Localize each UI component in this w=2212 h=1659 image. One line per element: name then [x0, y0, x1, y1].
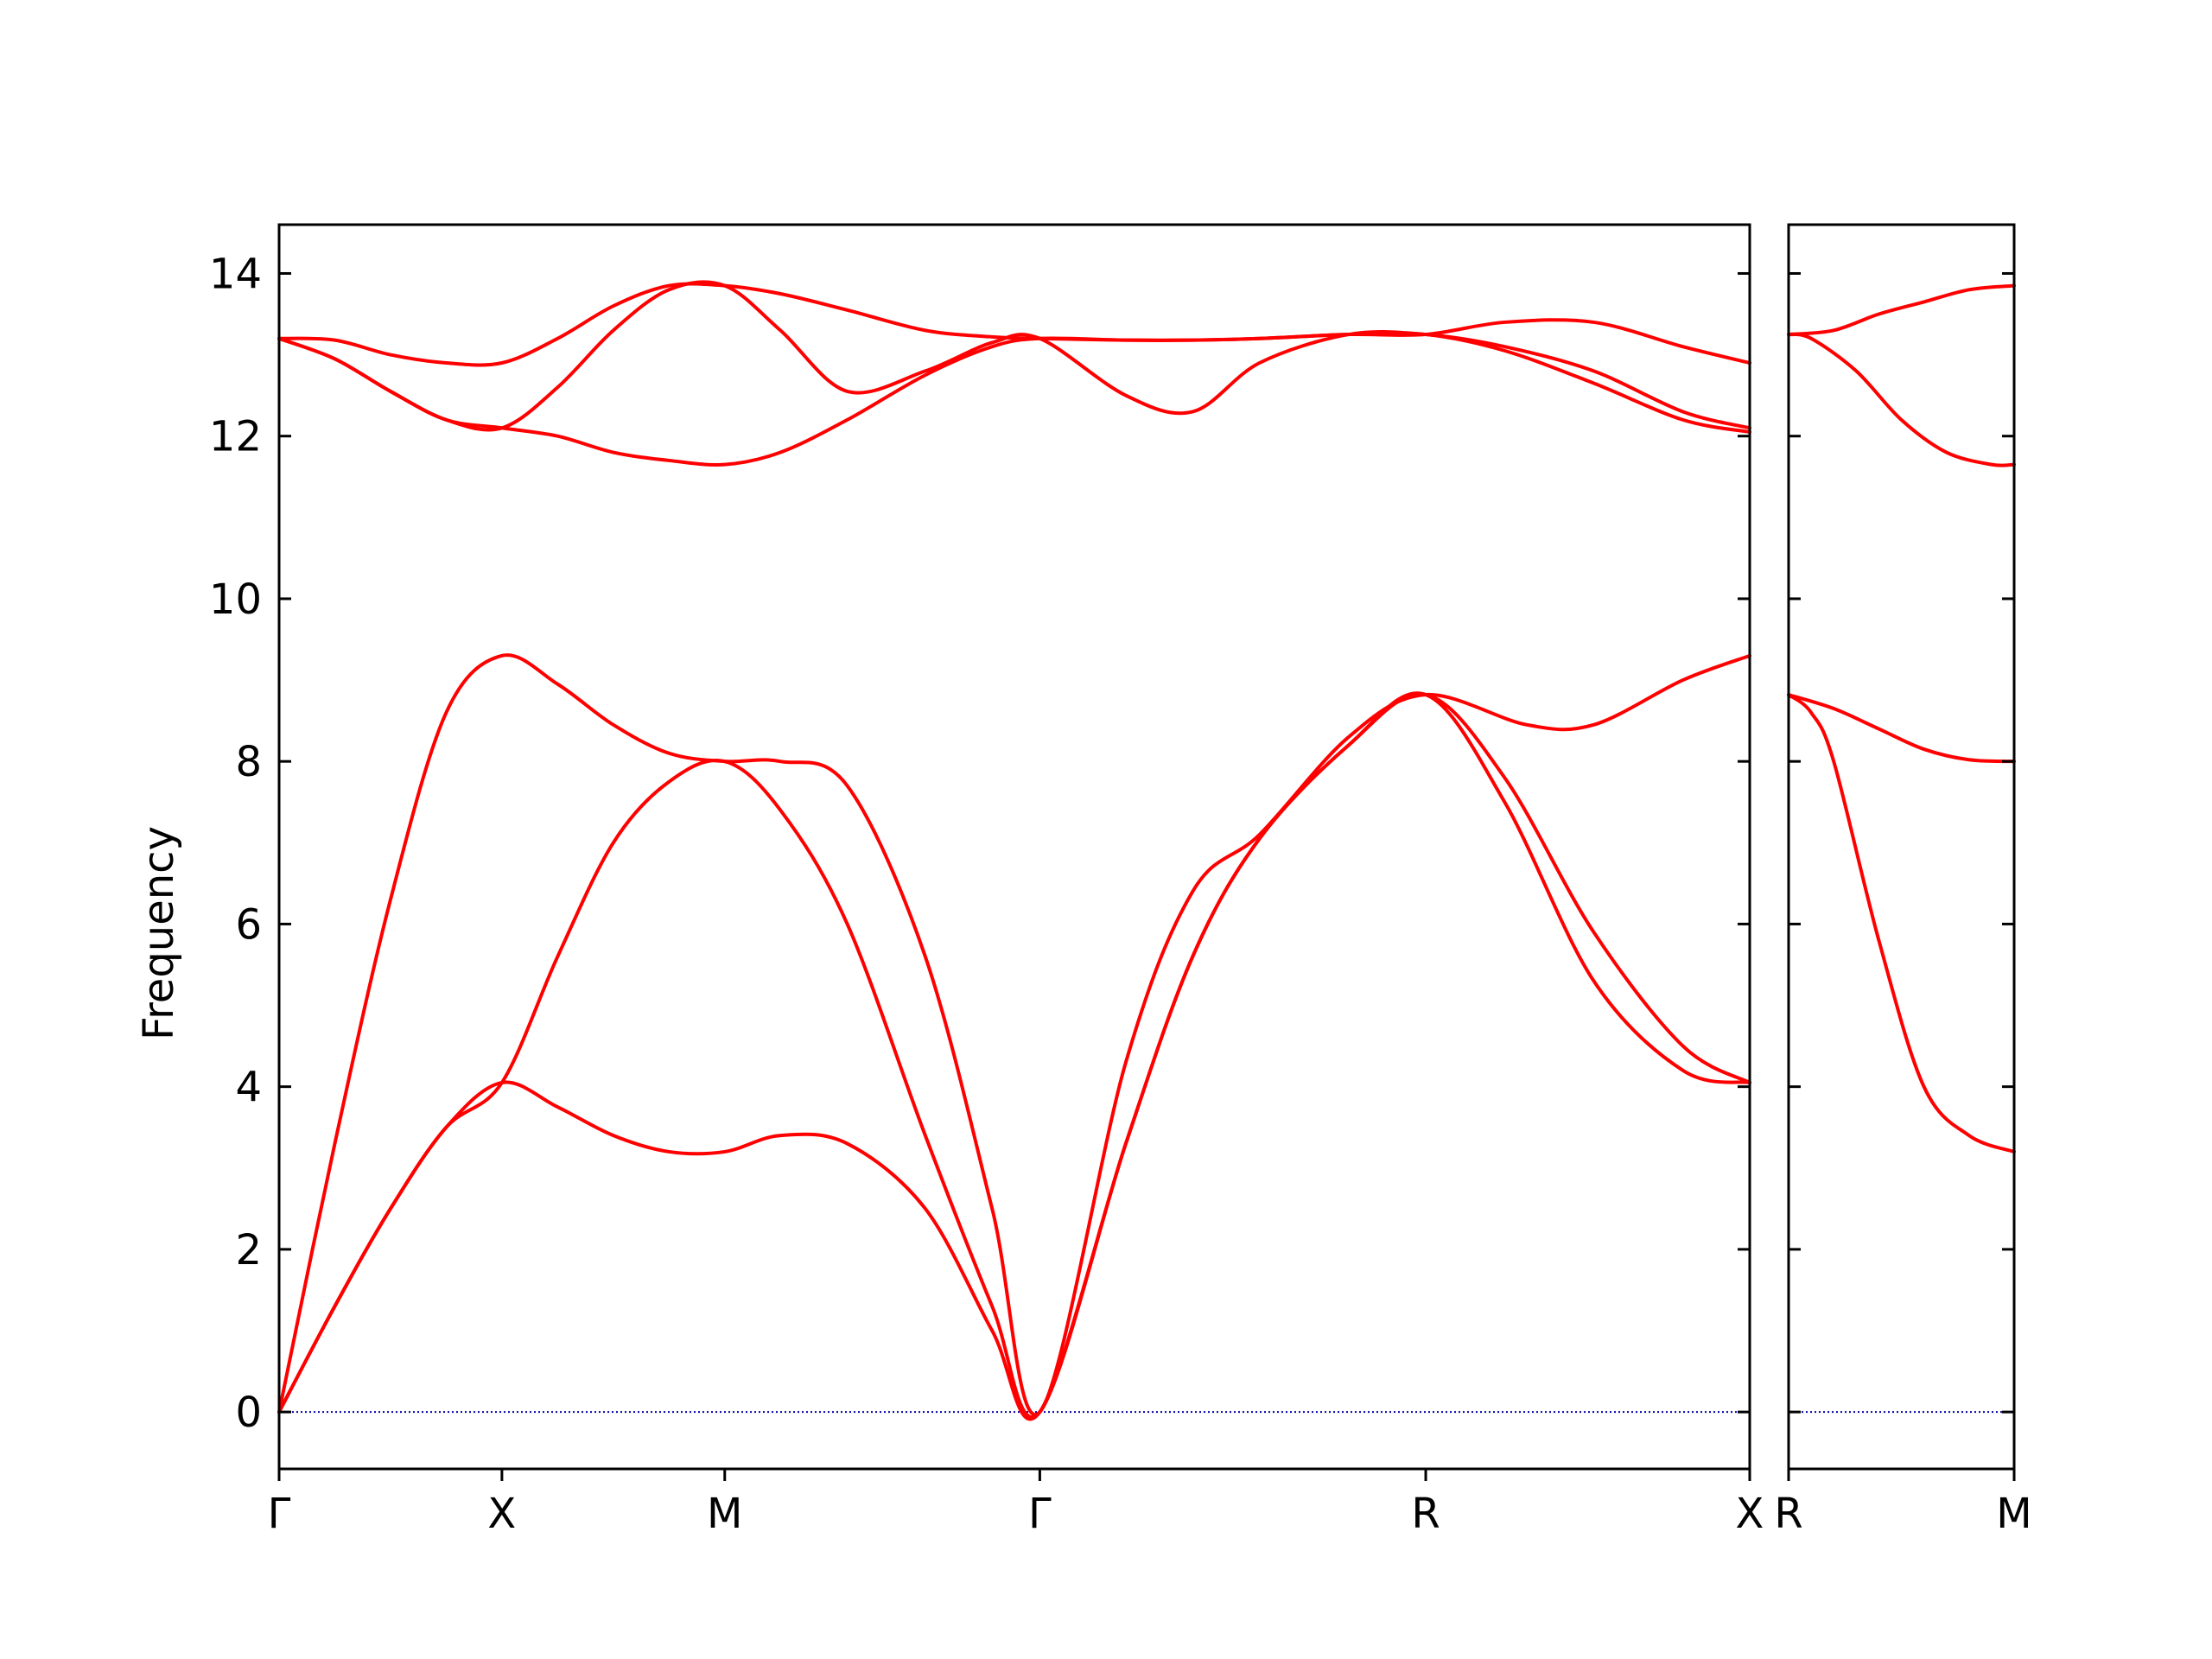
x-tick-label: R: [1411, 1490, 1440, 1538]
x-tick-label: R: [1774, 1490, 1802, 1538]
band-line-panel-1-5: [277, 280, 1751, 432]
x-tick-label: Γ: [1028, 1490, 1052, 1538]
x-tick-label: X: [1736, 1490, 1764, 1538]
y-tick-label: 12: [209, 413, 262, 461]
y-tick-label: 0: [235, 1389, 262, 1437]
band-line-panel-2-3: [1787, 283, 2016, 337]
y-tick-label: 14: [209, 250, 262, 298]
band-line-panel-1-1: [277, 653, 1751, 1416]
x-tick-label: Γ: [268, 1490, 291, 1538]
plot-frame-panel-2: [1787, 223, 2016, 1471]
band-line-panel-2-4: [1787, 333, 2016, 467]
band-line-panel-1-2: [277, 691, 1751, 1421]
x-tick-label: X: [487, 1490, 516, 1538]
y-tick-label: 2: [235, 1226, 262, 1274]
band-line-panel-1-4: [277, 282, 1751, 367]
band-line-panel-2-1: [1787, 693, 2016, 764]
y-tick-label: 8: [235, 738, 262, 786]
y-axis-label: Frequency: [135, 826, 183, 1040]
x-tick-label: M: [707, 1490, 742, 1538]
y-tick-label: 4: [235, 1064, 262, 1112]
y-tick-label: 6: [235, 900, 262, 949]
band-line-panel-2-2: [1787, 693, 2016, 1154]
band-line-panel-1-3: [277, 692, 1751, 1420]
band-line-panel-1-6: [277, 331, 1751, 467]
plot-frame-panel-1: [277, 223, 1751, 1471]
x-tick-label: M: [1996, 1490, 2031, 1538]
y-tick-label: 10: [209, 575, 262, 624]
